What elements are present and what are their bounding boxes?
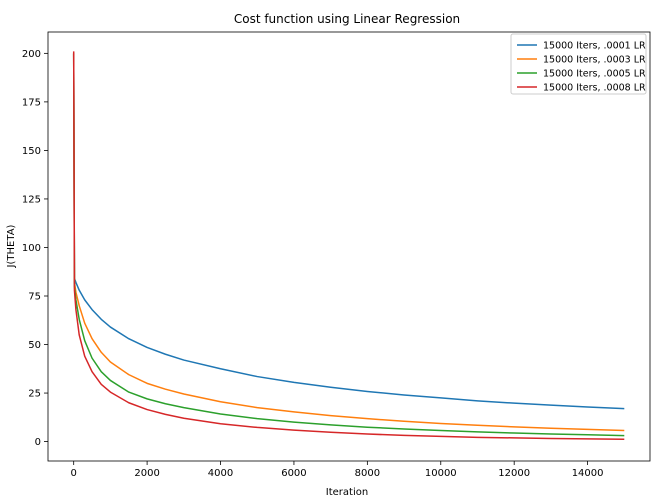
y-axis: 0 25 50 75 100 125 150 175 200 — [22, 49, 48, 448]
x-tick-label: 10000 — [425, 468, 457, 479]
y-tick-label: 25 — [28, 389, 41, 400]
series-line-3 — [72, 53, 625, 437]
legend-label-4: 15000 Iters, .0008 LR — [543, 83, 646, 94]
plot-area — [47, 31, 651, 462]
chart-title: Cost function using Linear Regression — [234, 12, 460, 26]
y-tick-label: 125 — [22, 194, 41, 205]
x-tick-label: 6000 — [281, 468, 306, 479]
y-tick-label: 75 — [28, 292, 41, 303]
series-line-4 — [72, 51, 625, 441]
x-tick-label: 14000 — [572, 468, 604, 479]
series-line-1 — [72, 53, 625, 410]
x-axis-label: Iteration — [326, 487, 368, 498]
y-axis-label: J(THETA) — [6, 224, 17, 268]
legend-label-1: 15000 Iters, .0001 LR — [543, 41, 646, 52]
x-tick-label: 8000 — [355, 468, 380, 479]
legend-label-3: 15000 Iters, .0005 LR — [543, 69, 646, 80]
legend: 15000 Iters, .0001 LR 15000 Iters, .0003 … — [510, 33, 647, 95]
y-tick-label: 0 — [35, 437, 41, 448]
y-tick-label: 50 — [28, 340, 41, 351]
x-axis: 0 2000 4000 6000 8000 10000 12000 14000 — [71, 461, 604, 479]
series-line-2 — [72, 53, 625, 432]
y-tick-label: 100 — [22, 243, 41, 254]
y-tick-label: 200 — [22, 49, 41, 60]
plot-frame — [47, 31, 651, 462]
series-group — [72, 51, 625, 441]
x-tick-label: 0 — [71, 468, 77, 479]
legend-items: 15000 Iters, .0001 LR 15000 Iters, .0003 … — [517, 41, 646, 94]
y-tick-label: 150 — [22, 146, 41, 157]
legend-label-2: 15000 Iters, .0003 LR — [543, 55, 646, 66]
legend-box — [510, 33, 647, 95]
y-tick-label: 175 — [22, 97, 41, 108]
x-tick-label: 2000 — [134, 468, 159, 479]
x-tick-label: 12000 — [498, 468, 530, 479]
x-tick-label: 4000 — [208, 468, 233, 479]
